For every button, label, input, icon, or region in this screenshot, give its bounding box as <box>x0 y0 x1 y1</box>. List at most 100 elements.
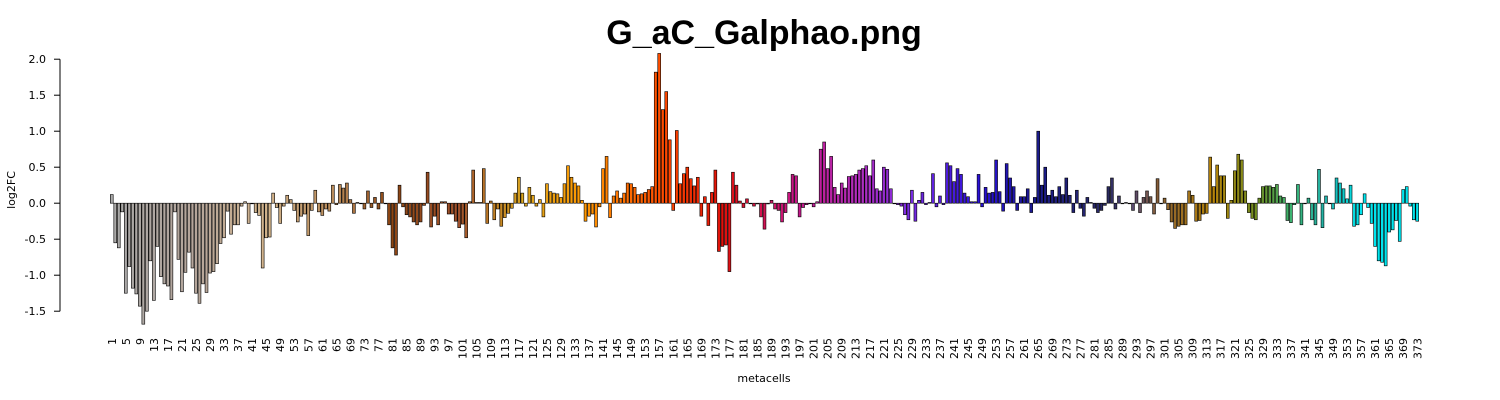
bar <box>232 202 237 226</box>
bar <box>952 181 956 204</box>
bar <box>134 202 139 295</box>
x-tick-label: 237 <box>934 338 947 359</box>
bar <box>1254 202 1258 221</box>
bar <box>839 182 844 204</box>
bar <box>432 202 437 217</box>
bar <box>1299 202 1304 226</box>
bar <box>390 202 395 249</box>
y-tick-label: 2.0 <box>29 53 47 66</box>
bar <box>801 202 805 208</box>
x-tick-label: 265 <box>1032 338 1045 359</box>
bar <box>1261 186 1265 204</box>
bar <box>229 202 233 235</box>
bar <box>808 202 812 205</box>
bar <box>1282 197 1286 204</box>
bar <box>496 202 500 210</box>
bar <box>155 202 160 247</box>
bar <box>1278 195 1283 204</box>
bar <box>1064 177 1069 204</box>
x-tick-label: 49 <box>274 338 287 352</box>
bar <box>1211 186 1216 204</box>
bar <box>1134 190 1139 204</box>
x-axis-label: metacells <box>737 372 790 385</box>
bar <box>906 202 911 221</box>
bar <box>1334 177 1339 204</box>
bar <box>397 184 402 204</box>
bar <box>482 168 486 204</box>
bar <box>1197 202 1202 221</box>
bar <box>408 202 412 218</box>
bar <box>1317 169 1321 204</box>
bar <box>124 202 128 294</box>
bar <box>1117 195 1121 204</box>
bar <box>1404 186 1409 204</box>
bar <box>843 187 847 204</box>
bar <box>1415 202 1419 222</box>
bar <box>187 202 191 253</box>
bar <box>846 176 851 204</box>
bar <box>534 202 539 207</box>
x-tick-label: 157 <box>653 338 666 359</box>
x-tick-label: 373 <box>1411 338 1424 359</box>
bar <box>1173 202 1177 229</box>
bar <box>1376 202 1381 262</box>
bar <box>857 169 861 204</box>
bar <box>741 202 746 208</box>
bar <box>1226 202 1230 219</box>
bar <box>310 202 314 211</box>
bar <box>250 202 254 205</box>
bar <box>1390 202 1395 231</box>
bar <box>1190 194 1195 204</box>
bar <box>355 202 360 204</box>
bar <box>131 202 135 289</box>
bar <box>1292 202 1297 205</box>
bar <box>580 200 584 204</box>
bar <box>1348 184 1353 204</box>
bar <box>769 200 774 204</box>
x-tick-label: 153 <box>639 338 652 359</box>
bar <box>1240 159 1244 204</box>
bar <box>1369 202 1374 224</box>
bar <box>180 202 184 293</box>
bar <box>320 202 325 216</box>
bar <box>1061 194 1065 204</box>
bar <box>120 202 125 213</box>
bar <box>832 187 837 204</box>
x-tick-label: 341 <box>1299 338 1312 359</box>
bar <box>117 202 121 249</box>
bar <box>931 173 935 204</box>
bar <box>1166 202 1170 210</box>
x-tick-label: 337 <box>1285 338 1298 359</box>
bar <box>1099 202 1104 211</box>
bar <box>218 202 223 244</box>
bar <box>552 192 556 204</box>
bar <box>994 159 998 204</box>
bar <box>1331 202 1335 210</box>
bar <box>973 201 977 204</box>
x-tick-label: 233 <box>920 338 933 359</box>
bar <box>527 187 532 204</box>
bar <box>1043 166 1047 204</box>
bar <box>1176 202 1181 227</box>
bar <box>573 182 577 204</box>
bar <box>1222 175 1226 204</box>
bar <box>604 156 609 204</box>
bar <box>1373 202 1377 247</box>
x-tick-label: 93 <box>429 338 442 352</box>
bar <box>359 202 363 205</box>
bar <box>1201 202 1205 215</box>
bar <box>141 202 146 325</box>
bar <box>976 174 981 204</box>
bar <box>176 202 181 260</box>
bar <box>1313 202 1318 226</box>
x-tick-label: 229 <box>906 338 919 359</box>
bar <box>611 195 616 204</box>
bar <box>1054 196 1058 204</box>
bar <box>327 202 332 212</box>
y-tick-label: 0.0 <box>29 197 47 210</box>
bar <box>766 202 770 205</box>
bar <box>629 183 633 204</box>
bar <box>1412 202 1416 221</box>
bar <box>194 202 198 294</box>
bar <box>1233 170 1237 204</box>
